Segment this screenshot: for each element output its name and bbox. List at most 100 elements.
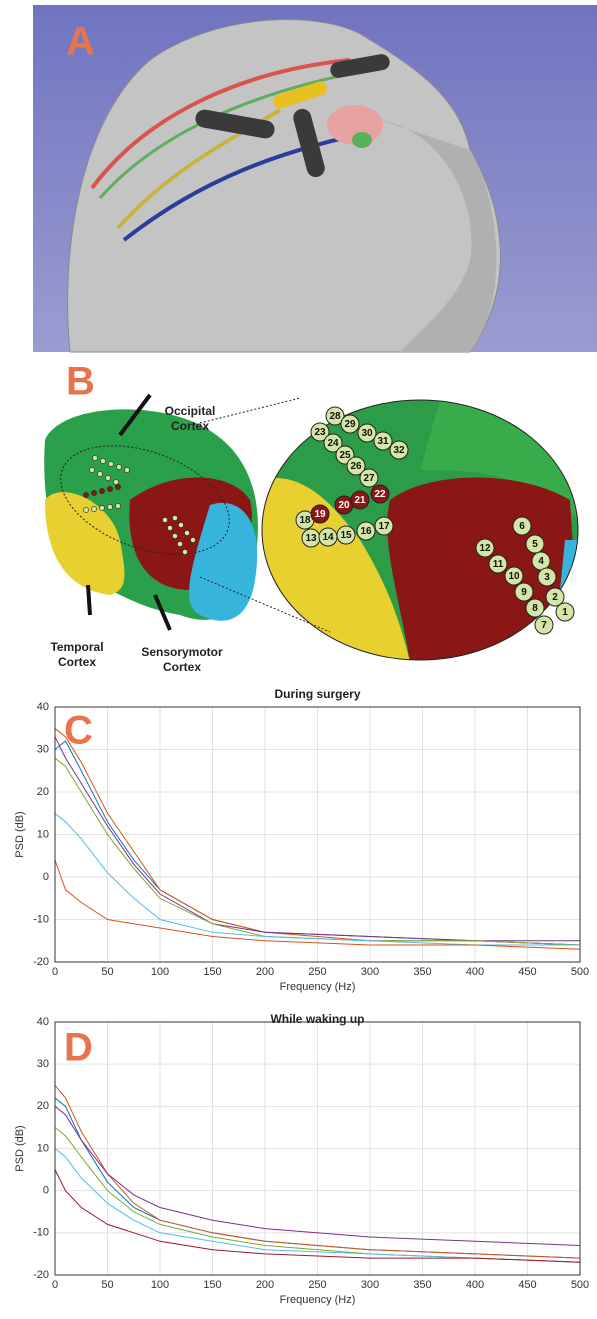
electrode-label: 3 [544, 572, 550, 583]
x-tick-label: 200 [256, 1279, 274, 1291]
x-tick-label: 500 [571, 1279, 589, 1291]
panel-label: D [64, 1026, 93, 1070]
x-tick-label: 300 [361, 966, 379, 978]
electrode-label: 19 [314, 509, 326, 520]
y-tick-label: 10 [37, 828, 49, 840]
electrode-label: 23 [314, 427, 326, 438]
y-tick-label: 40 [37, 1016, 49, 1028]
electrode-dot [177, 541, 182, 546]
electrode-label: 2 [552, 592, 558, 603]
x-tick-label: 100 [151, 966, 169, 978]
panel-label: C [64, 709, 93, 753]
y-axis-label: PSD (dB) [14, 811, 26, 857]
region-label: Cortex [171, 419, 209, 433]
electrode-label: 4 [538, 556, 544, 567]
y-tick-label: 10 [37, 1142, 49, 1154]
x-tick-label: 150 [203, 1279, 221, 1291]
electrode-dot [116, 464, 121, 469]
electrode-label: 21 [354, 495, 366, 506]
y-axis-label: PSD (dB) [14, 1125, 26, 1171]
electrode-label: 27 [363, 473, 375, 484]
electrode-dot [184, 530, 189, 535]
y-tick-label: -20 [33, 956, 49, 968]
x-tick-label: 500 [571, 966, 589, 978]
electrode-label: 5 [532, 539, 538, 550]
electrode-dot [167, 525, 172, 530]
electrode-dot [108, 461, 113, 466]
electrode-dot [99, 505, 104, 510]
electrode-label: 17 [378, 521, 390, 532]
y-tick-label: 20 [37, 1100, 49, 1112]
brain [44, 409, 258, 620]
x-tick-label: 450 [518, 966, 536, 978]
electrode-dot [91, 506, 96, 511]
electrode-label: 20 [338, 500, 350, 511]
y-tick-label: -20 [33, 1269, 49, 1281]
region-label: Sensorymotor [141, 645, 223, 659]
x-axis-label: Frequency (Hz) [280, 1294, 356, 1306]
chart-title: During surgery [274, 687, 360, 701]
electrode-dot [89, 467, 94, 472]
x-tick-label: 350 [413, 1279, 431, 1291]
x-tick-label: 200 [256, 966, 274, 978]
electrode-label: 9 [521, 587, 527, 598]
electrode-dot [172, 533, 177, 538]
y-tick-label: -10 [33, 913, 49, 925]
electrode-label: 7 [541, 620, 547, 631]
chart-title: While waking up [270, 1012, 364, 1026]
y-tick-label: 30 [37, 1058, 49, 1070]
electrode-label: 8 [532, 603, 538, 614]
x-tick-label: 100 [151, 1279, 169, 1291]
electrode-label: 18 [299, 515, 311, 526]
electrode-label: 1 [562, 607, 568, 618]
electrode-dot [190, 537, 195, 542]
electrode-dot [83, 492, 88, 497]
opening [352, 132, 372, 148]
electrode-dot [83, 507, 88, 512]
panel-label: B [66, 360, 95, 404]
electrode-label: 13 [305, 533, 317, 544]
region-label: Cortex [58, 655, 96, 669]
x-tick-label: 400 [466, 966, 484, 978]
electrode-dot [182, 549, 187, 554]
y-tick-label: 40 [37, 701, 49, 713]
electrode-dot [113, 479, 118, 484]
x-tick-label: 250 [308, 966, 326, 978]
electrode-label: 29 [344, 419, 356, 430]
x-tick-label: 0 [52, 966, 58, 978]
x-tick-label: 50 [101, 966, 113, 978]
electrode-dot [178, 522, 183, 527]
electrode-label: 14 [322, 532, 334, 543]
panel-label: A [66, 20, 95, 64]
x-tick-label: 450 [518, 1279, 536, 1291]
electrode-label: 16 [360, 526, 372, 537]
electrode-dot [162, 517, 167, 522]
x-tick-label: 250 [308, 1279, 326, 1291]
electrode-dot [124, 467, 129, 472]
electrode-dot [97, 471, 102, 476]
electrode-label: 31 [377, 436, 389, 447]
electrode-label: 26 [350, 461, 362, 472]
electrode-label: 10 [508, 571, 520, 582]
electrode-label: 22 [374, 489, 386, 500]
electrode-dot [105, 475, 110, 480]
electrode-label: 32 [393, 445, 405, 456]
x-tick-label: 50 [101, 1279, 113, 1291]
region-label: Temporal [50, 640, 103, 654]
electrode-label: 24 [327, 438, 339, 449]
electrode-label: 11 [493, 559, 504, 570]
electrode-label: 12 [479, 543, 491, 554]
electrode-label: 15 [340, 530, 352, 541]
region-label: Occipital [165, 404, 216, 418]
electrode-label: 6 [519, 521, 525, 532]
x-tick-label: 300 [361, 1279, 379, 1291]
region-label: Cortex [163, 660, 201, 674]
electrode-dot [115, 503, 120, 508]
electrode-dot [107, 486, 112, 491]
x-tick-label: 350 [413, 966, 431, 978]
y-tick-label: -10 [33, 1227, 49, 1239]
electrode-dot [115, 484, 120, 489]
y-tick-label: 0 [43, 871, 49, 883]
electrode-dot [92, 455, 97, 460]
y-tick-label: 0 [43, 1185, 49, 1197]
